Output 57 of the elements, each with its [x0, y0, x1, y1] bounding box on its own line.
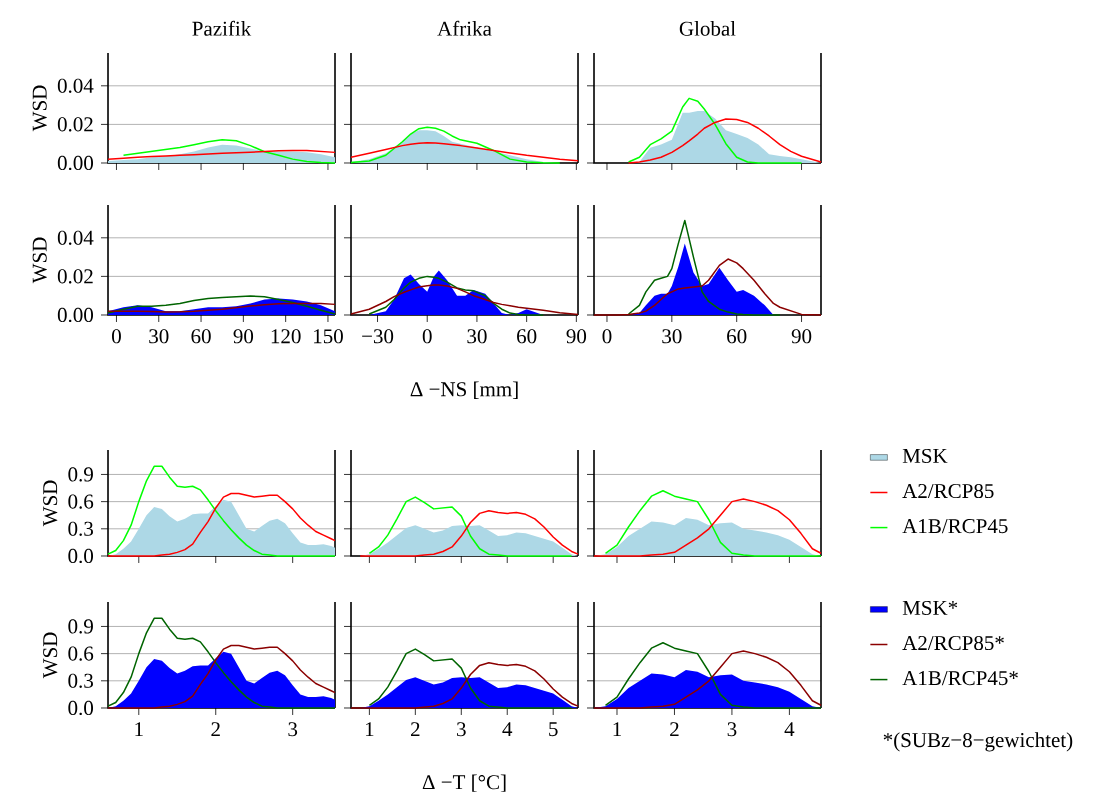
chart-title: Pazifik [192, 20, 252, 36]
y-tick-label: 0.3 [68, 521, 93, 536]
x-tick-label: 30 [467, 329, 487, 344]
y-axis-title: WSD [32, 85, 47, 132]
x-tick-label: 4 [784, 722, 795, 737]
x-tick-label: 5 [549, 722, 558, 737]
x-tick-label: 90 [791, 329, 812, 344]
x-tick-label: 60 [191, 329, 211, 344]
x-tick-label: 0 [112, 329, 121, 344]
y-tick-label: 0.02 [57, 117, 93, 132]
x-tick-label: 90 [233, 329, 254, 344]
chart-title: Global [679, 21, 736, 36]
x-axis-title: Δ −T [°C] [422, 774, 506, 792]
y-tick-label: 0.00 [57, 155, 94, 171]
legend-label: A1B/RCP45* [902, 671, 1018, 686]
y-tick-label: 0.9 [68, 619, 93, 634]
x-tick-label: 3 [457, 722, 466, 737]
y-tick-label: 0.04 [57, 78, 94, 93]
y-tick-label: 0.04 [57, 230, 94, 245]
x-tick-label: 150 [314, 329, 343, 344]
legend-label: A2/RCP85 [902, 483, 994, 499]
x-tick-label: 2 [670, 722, 679, 737]
x-tick-label: 3 [288, 722, 298, 737]
x-tick-label: −30 [362, 329, 394, 344]
x-tick-label: 1 [135, 722, 143, 737]
x-tick-label: 120 [271, 329, 301, 344]
x-axis-title: Δ −NS [mm] [410, 381, 518, 399]
x-tick-label: 4 [502, 722, 513, 737]
legend-label: A2/RCP85* [902, 635, 1004, 651]
y-tick-label: 0.02 [57, 269, 93, 284]
y-axis-title: WSD [43, 632, 58, 679]
x-tick-label: 2 [211, 722, 220, 737]
legend-label: A1B/RCP45 [902, 519, 1008, 534]
y-tick-label: 0.0 [68, 700, 94, 716]
legend-label: MSK [902, 448, 948, 463]
x-tick-label: 2 [411, 722, 420, 737]
chart-title: Afrika [437, 20, 492, 36]
y-axis-title: WSD [43, 480, 58, 527]
x-tick-label: 1 [613, 722, 621, 737]
y-tick-label: 0.6 [68, 494, 94, 509]
x-tick-label: 0 [602, 329, 612, 344]
y-tick-label: 0.00 [57, 307, 94, 323]
legend-label: MSK* [902, 600, 958, 615]
y-axis-title: WSD [32, 237, 47, 284]
y-tick-label: 0.9 [68, 467, 93, 482]
x-tick-label: 60 [727, 329, 747, 344]
text: *(SUBz−8−gewichtet) [883, 732, 1073, 752]
y-tick-label: 0.0 [68, 548, 94, 564]
x-tick-label: 1 [365, 722, 374, 737]
x-tick-label: 60 [517, 329, 537, 344]
x-tick-label: 3 [727, 722, 737, 737]
x-tick-label: 90 [566, 329, 587, 344]
y-tick-label: 0.3 [68, 673, 93, 688]
y-tick-label: 0.6 [68, 646, 94, 661]
x-tick-label: 30 [149, 329, 169, 344]
x-tick-label: 30 [662, 329, 682, 344]
x-tick-label: 0 [422, 329, 432, 344]
